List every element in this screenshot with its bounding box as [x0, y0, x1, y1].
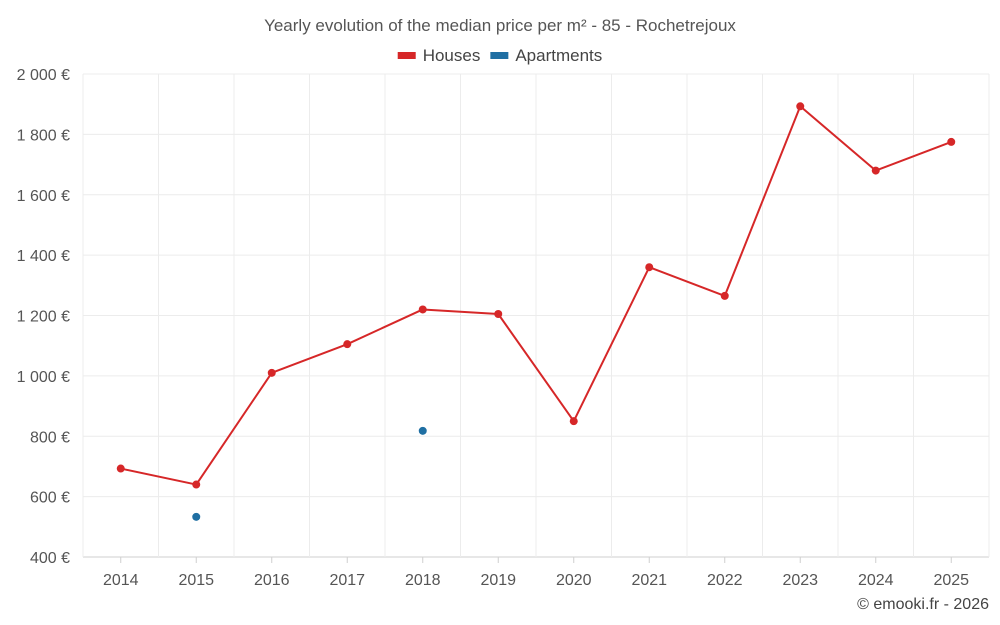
x-tick-label: 2016 — [254, 572, 290, 589]
x-tick-label: 2017 — [329, 572, 365, 589]
x-tick-label: 2015 — [178, 572, 214, 589]
y-axis: 400 € 600 € 800 € 1 000 € 1 200 € 1 400 € 1 60… — [17, 67, 70, 567]
x-tick-label: 2020 — [556, 572, 592, 589]
legend-label: Apartments — [515, 46, 602, 65]
legend-item-apartments[interactable]: Apartments — [490, 46, 602, 65]
data-point[interactable] — [871, 166, 880, 175]
y-tick-label: 1 000 € — [17, 369, 70, 386]
x-tick-label: 2019 — [480, 572, 516, 589]
data-point[interactable] — [494, 309, 503, 318]
legend-item-houses[interactable]: Houses — [397, 46, 481, 65]
x-tick-label: 2018 — [405, 572, 441, 589]
data-point[interactable] — [569, 417, 578, 426]
x-tick-label: 2023 — [782, 572, 818, 589]
y-tick-label: 1 200 € — [17, 309, 70, 326]
grid — [82, 73, 990, 558]
legend-swatch — [490, 52, 509, 59]
data-point[interactable] — [192, 512, 201, 521]
credit-text: © emooki.fr - 2026 — [857, 596, 989, 613]
series-houses — [116, 102, 956, 489]
chart-title: Yearly evolution of the median price per… — [264, 16, 736, 35]
series-apartments — [192, 426, 427, 521]
x-tick-label: 2022 — [707, 572, 743, 589]
data-point[interactable] — [947, 137, 956, 146]
data-point[interactable] — [267, 368, 276, 377]
y-tick-label: 600 € — [30, 490, 70, 507]
y-tick-label: 800 € — [30, 429, 70, 446]
x-tick-label: 2014 — [103, 572, 139, 589]
series-line — [120, 105, 952, 486]
data-point[interactable] — [343, 340, 352, 349]
data-point[interactable] — [192, 480, 201, 489]
data-point[interactable] — [116, 464, 125, 473]
x-tick-label: 2025 — [933, 572, 969, 589]
legend: Houses Apartments — [397, 46, 602, 65]
legend-label: Houses — [423, 46, 481, 65]
data-point[interactable] — [418, 305, 427, 314]
y-tick-label: 2 000 € — [17, 67, 70, 84]
y-tick-label: 1 400 € — [17, 248, 70, 265]
data-point[interactable] — [720, 291, 729, 300]
data-point[interactable] — [418, 426, 427, 435]
x-tick-label: 2024 — [858, 572, 894, 589]
series-layer — [116, 102, 956, 521]
y-tick-label: 400 € — [30, 550, 70, 567]
y-tick-label: 1 800 € — [17, 127, 70, 144]
legend-swatch — [397, 52, 416, 59]
x-axis: 2014 2015 2016 2017 2018 2019 2020 2021 2022 2023… — [103, 557, 969, 589]
data-point[interactable] — [645, 263, 654, 272]
data-point[interactable] — [796, 102, 805, 111]
y-tick-label: 1 600 € — [17, 188, 70, 205]
x-tick-label: 2021 — [631, 572, 667, 589]
